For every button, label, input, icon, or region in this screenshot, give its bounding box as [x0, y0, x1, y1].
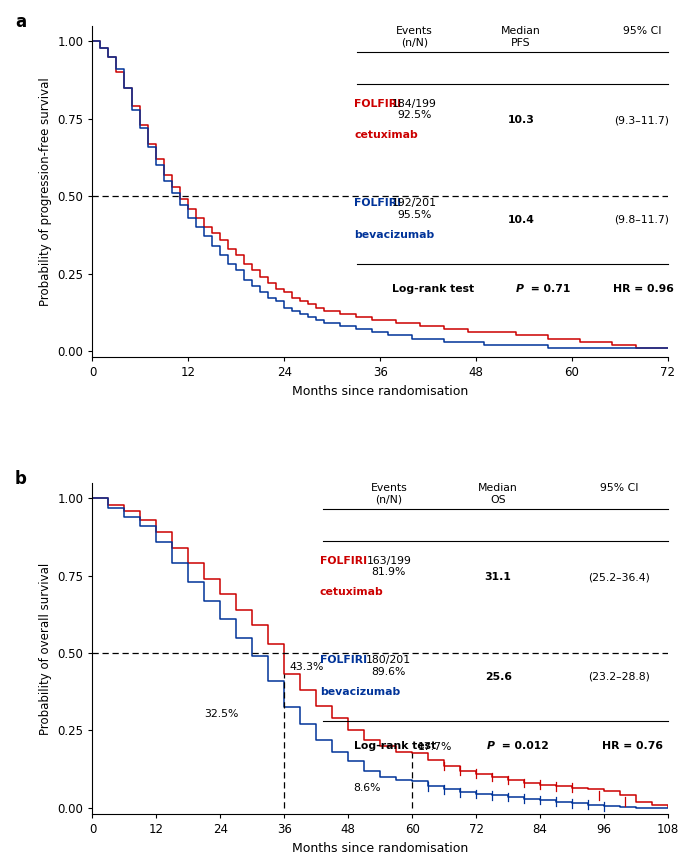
Text: 184/199
92.5%: 184/199 92.5% — [393, 99, 437, 120]
Text: 25.6: 25.6 — [484, 672, 512, 682]
Text: 180/201
89.6%: 180/201 89.6% — [366, 655, 412, 676]
Text: b: b — [15, 469, 27, 488]
Text: 163/199
81.9%: 163/199 81.9% — [366, 556, 411, 578]
Text: cetuximab: cetuximab — [354, 130, 418, 140]
Text: cetuximab: cetuximab — [320, 587, 384, 598]
Text: = 0.71: = 0.71 — [527, 284, 571, 294]
Text: 17.7%: 17.7% — [417, 741, 452, 752]
Text: 32.5%: 32.5% — [204, 709, 239, 719]
X-axis label: Months since randomisation: Months since randomisation — [292, 842, 469, 855]
Text: = 0.012: = 0.012 — [498, 741, 549, 751]
Text: 10.4: 10.4 — [508, 215, 534, 224]
Y-axis label: Probability of overall survival: Probability of overall survival — [39, 562, 52, 734]
Text: HR = 0.76: HR = 0.76 — [601, 741, 662, 751]
Text: 43.3%: 43.3% — [290, 662, 324, 672]
Text: bevacizumab: bevacizumab — [354, 229, 434, 240]
Text: 10.3: 10.3 — [508, 115, 534, 126]
Text: (9.8–11.7): (9.8–11.7) — [614, 215, 669, 224]
Text: Median
OS: Median OS — [478, 483, 518, 505]
Text: (9.3–11.7): (9.3–11.7) — [614, 115, 669, 126]
Text: HR = 0.96: HR = 0.96 — [613, 284, 674, 294]
Text: P: P — [515, 284, 523, 294]
Text: FOLFIRI: FOLFIRI — [354, 99, 401, 109]
Text: FOLFIRI: FOLFIRI — [354, 198, 401, 208]
Text: Log-rank test: Log-rank test — [392, 284, 477, 294]
Text: 95% CI: 95% CI — [599, 483, 638, 493]
Text: P: P — [486, 741, 495, 751]
Text: 8.6%: 8.6% — [353, 783, 381, 792]
Text: (25.2–36.4): (25.2–36.4) — [588, 572, 650, 582]
Text: 95% CI: 95% CI — [623, 26, 661, 36]
Text: bevacizumab: bevacizumab — [320, 687, 400, 696]
Text: Events
(n/N): Events (n/N) — [371, 483, 407, 505]
Y-axis label: Probability of progression-free survival: Probability of progression-free survival — [39, 77, 52, 306]
Text: (23.2–28.8): (23.2–28.8) — [588, 672, 650, 682]
Text: Events
(n/N): Events (n/N) — [397, 26, 433, 48]
Text: FOLFIRI: FOLFIRI — [320, 655, 367, 665]
Text: 192/201
95.5%: 192/201 95.5% — [393, 198, 437, 220]
Text: a: a — [15, 13, 26, 30]
X-axis label: Months since randomisation: Months since randomisation — [292, 385, 469, 397]
Text: Log-rank test: Log-rank test — [354, 741, 440, 751]
Text: Median
PFS: Median PFS — [501, 26, 541, 48]
Text: FOLFIRI: FOLFIRI — [320, 556, 367, 565]
Text: 31.1: 31.1 — [485, 572, 512, 582]
